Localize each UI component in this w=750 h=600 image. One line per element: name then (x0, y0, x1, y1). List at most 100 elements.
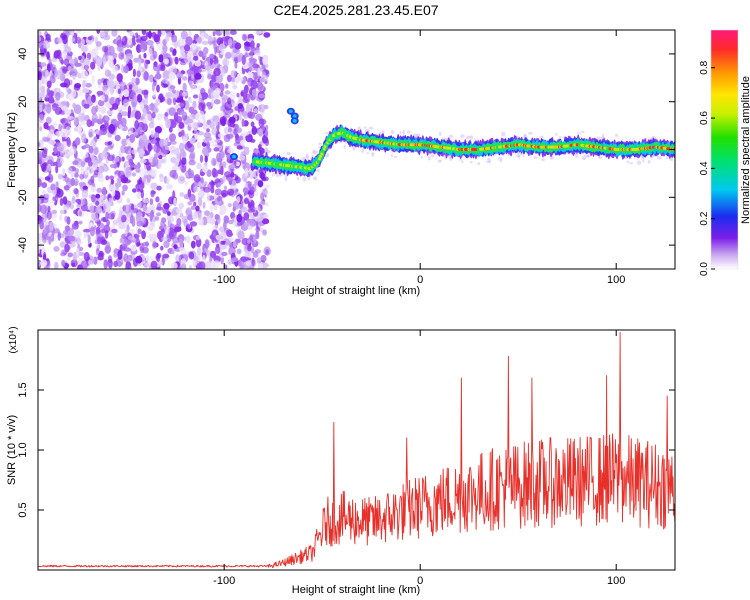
snr-ytick-label: 1.0 (17, 442, 29, 457)
heatmap-cell (60, 157, 64, 165)
heatmap-cell (108, 123, 116, 134)
heatmap-cell (237, 230, 245, 240)
heatmap-cell (366, 151, 369, 155)
heatmap-cell (168, 126, 173, 133)
heatmap-cell (229, 92, 235, 101)
heatmap-cell (106, 109, 113, 115)
heatmap-xtick-label: 100 (607, 274, 625, 286)
heatmap-cell (189, 113, 196, 120)
heatmap-cell (161, 236, 169, 241)
heatmap-cell (188, 172, 195, 179)
heatmap-cell (97, 236, 103, 245)
heatmap-cell (198, 102, 205, 111)
heatmap-cell (305, 155, 310, 161)
heatmap-cell (203, 47, 209, 55)
heatmap-cell (439, 159, 442, 162)
heatmap-cell (533, 156, 538, 160)
heatmap-cell (87, 36, 93, 41)
heatmap-cell (173, 169, 177, 176)
heatmap-cell (541, 158, 545, 162)
heatmap-cell (229, 30, 237, 35)
heatmap-cell (665, 156, 668, 160)
heatmap-cell (642, 158, 645, 163)
heatmap-cell (176, 218, 182, 226)
heatmap-cell (263, 32, 271, 38)
heatmap-cell (165, 91, 173, 99)
heatmap-cell (629, 162, 634, 165)
heatmap-cell (171, 49, 177, 57)
heatmap-cell (129, 133, 136, 143)
heatmap-cell (657, 156, 663, 160)
heatmap-cell (210, 80, 214, 90)
heatmap-cell (81, 70, 89, 80)
heatmap-cell (72, 160, 79, 166)
heatmap-cell (40, 49, 45, 57)
heatmap-cell (212, 31, 216, 37)
heatmap-cell (84, 157, 92, 163)
heatmap-cell (43, 229, 47, 235)
heatmap-cell (108, 45, 115, 56)
heatmap-cell (223, 264, 228, 269)
heatmap-cell (243, 146, 250, 156)
heatmap-cell (136, 70, 141, 78)
heatmap-cell (224, 171, 232, 178)
heatmap-cell (78, 112, 86, 121)
heatmap-cell (219, 204, 227, 215)
heatmap-cell (227, 127, 232, 133)
heatmap-cell (38, 113, 45, 124)
heatmap-cell (203, 138, 210, 144)
heatmap-cell (165, 119, 171, 129)
heatmap-cell (197, 210, 202, 220)
heatmap-cell (147, 144, 153, 151)
heatmap-ytick-label: 20 (17, 96, 29, 108)
heatmap-cell (260, 191, 264, 202)
heatmap-cell (125, 261, 132, 269)
heatmap-cell (154, 73, 162, 80)
heatmap-cell (38, 178, 42, 188)
heatmap-cell (459, 158, 463, 161)
heatmap-cell (146, 162, 151, 171)
heatmap-cell (219, 226, 225, 232)
heatmap-cell (147, 47, 153, 57)
heatmap-cell (156, 202, 162, 211)
heatmap-cell (466, 136, 469, 140)
heatmap-cell (188, 106, 195, 114)
heatmap-cell (228, 116, 236, 124)
heatmap-cell (46, 80, 52, 89)
heatmap-cell (74, 62, 82, 67)
heatmap-cell (236, 127, 242, 134)
heatmap-cell (139, 44, 147, 53)
heatmap-cell (65, 126, 72, 135)
heatmap-cell (251, 89, 257, 97)
heatmap-cell (217, 113, 224, 118)
heatmap-cell (49, 75, 56, 84)
heatmap-cell (200, 88, 206, 94)
heatmap-cell (98, 106, 103, 112)
heatmap-cell (141, 242, 150, 247)
heatmap-cell (83, 79, 87, 87)
heatmap-cell (67, 119, 72, 128)
heatmap-cells (38, 30, 675, 269)
heatmap-cell (626, 160, 630, 164)
heatmap-cell (116, 161, 120, 168)
heatmap-cell (95, 226, 101, 235)
heatmap-cell (45, 69, 49, 78)
heatmap-cell (615, 133, 619, 137)
heatmap-cell (260, 254, 267, 263)
heatmap-cell (187, 188, 192, 198)
heatmap-cell (109, 59, 114, 69)
heatmap-cell (191, 211, 199, 220)
heatmap-cell (80, 161, 86, 168)
heatmap-ylabel: Frequency (Hz) (6, 112, 18, 188)
heatmap-cell (73, 209, 77, 215)
heatmap-cell (57, 231, 61, 241)
heatmap-cell (148, 170, 155, 176)
heatmap-cell (596, 136, 601, 139)
heatmap-cell (163, 202, 170, 210)
heatmap-cell (230, 211, 236, 220)
heatmap-cell (158, 54, 164, 63)
heatmap-cell (262, 56, 269, 65)
heatmap-cell (197, 197, 203, 207)
heatmap-cell (193, 201, 197, 207)
